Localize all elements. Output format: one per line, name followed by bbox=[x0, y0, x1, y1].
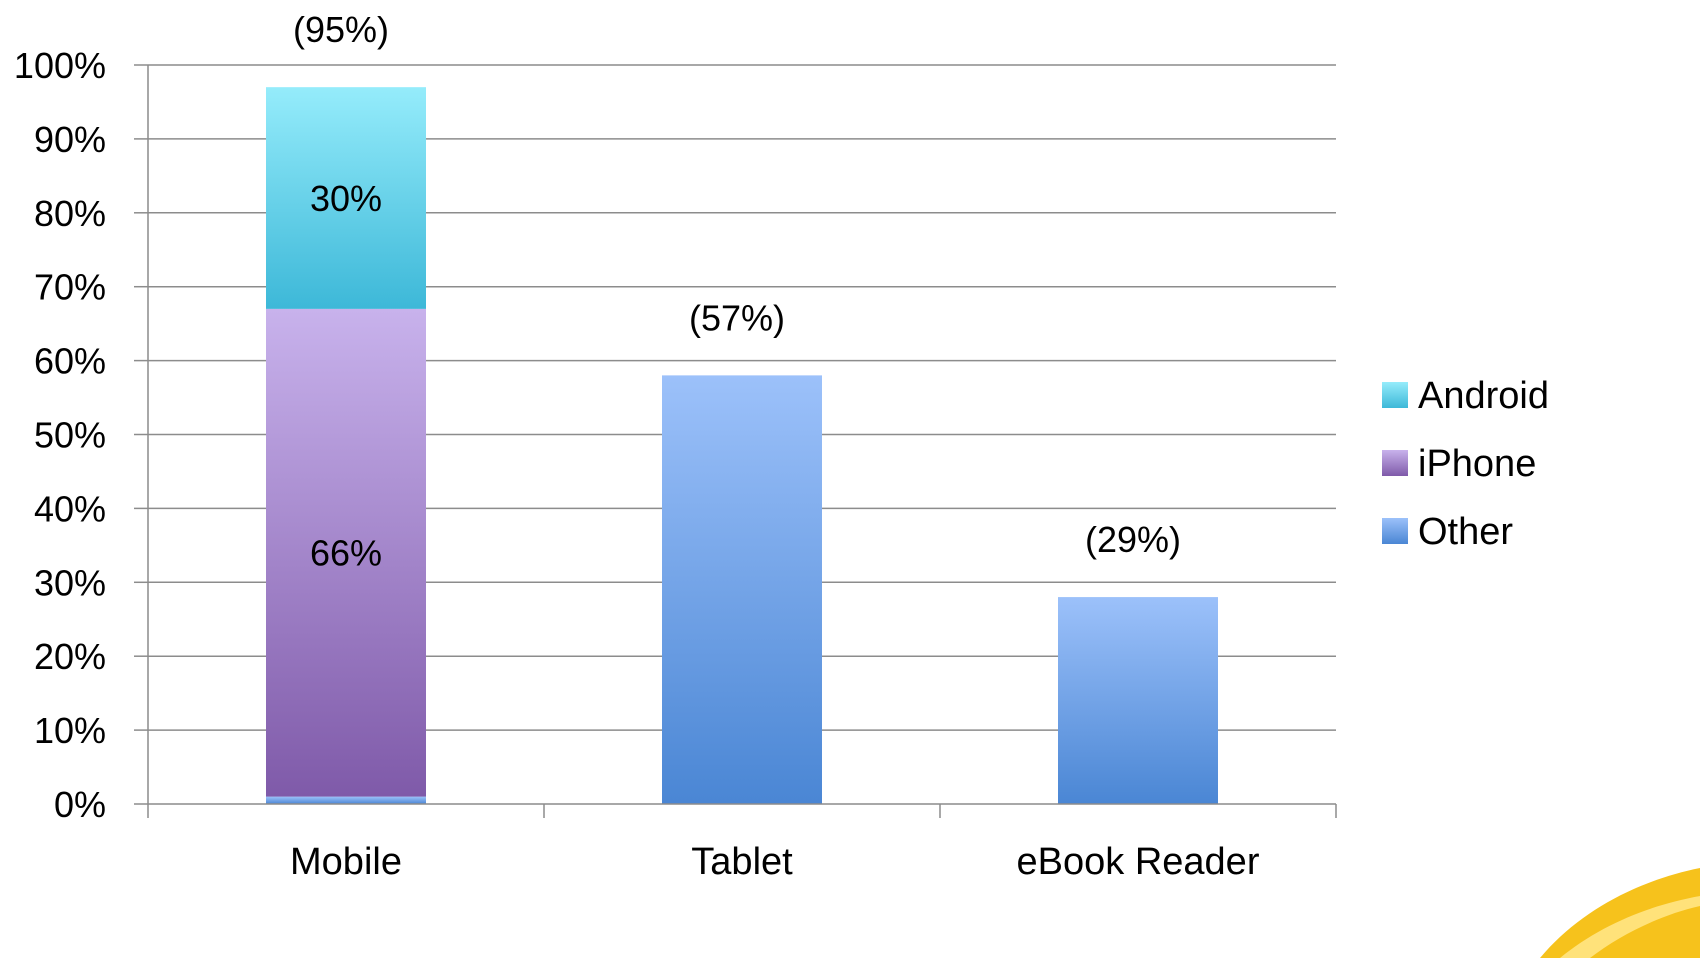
y-tick-label: 40% bbox=[34, 488, 106, 529]
total-data-label: (29%) bbox=[1085, 519, 1181, 560]
y-tick-label: 80% bbox=[34, 193, 106, 234]
y-tick-label: 0% bbox=[54, 784, 106, 825]
bar-mobile-iphone bbox=[266, 308, 426, 797]
segment-data-label: 66% bbox=[310, 533, 382, 574]
y-tick-label: 70% bbox=[34, 267, 106, 308]
y-tick-label: 30% bbox=[34, 562, 106, 603]
y-tick-label: 100% bbox=[14, 45, 106, 86]
legend-swatch bbox=[1382, 518, 1408, 544]
x-category-label: eBook Reader bbox=[1017, 841, 1260, 883]
bar-tablet-other bbox=[662, 375, 822, 804]
legend: Android iPhone Other bbox=[1382, 375, 1549, 553]
bar-mobile-android bbox=[266, 87, 426, 309]
bar-ebook-reader-other bbox=[1058, 597, 1218, 804]
y-tick-label: 90% bbox=[34, 119, 106, 160]
total-data-label: (57%) bbox=[689, 297, 785, 338]
y-tick-label: 10% bbox=[34, 710, 106, 751]
y-tick-label: 60% bbox=[34, 341, 106, 382]
axes bbox=[134, 64, 1337, 818]
bar-mobile-other bbox=[266, 796, 426, 804]
legend-label: Other bbox=[1418, 511, 1513, 553]
bars bbox=[266, 87, 1218, 804]
x-category-label: Mobile bbox=[290, 841, 402, 883]
labels: 0% 10% 20% 30% 40% 50% 60% 70% 80% 90% 100% 30% 66% (… bbox=[14, 9, 1260, 883]
y-tick-label: 50% bbox=[34, 415, 106, 456]
legend-label: Android bbox=[1418, 375, 1549, 417]
corner-decoration bbox=[1540, 868, 1700, 958]
y-tick-label: 20% bbox=[34, 636, 106, 677]
legend-label: iPhone bbox=[1418, 443, 1536, 485]
legend-swatch bbox=[1382, 382, 1408, 408]
segment-data-label: 30% bbox=[310, 178, 382, 219]
x-category-label: Tablet bbox=[691, 841, 793, 883]
total-data-label: (95%) bbox=[293, 9, 389, 50]
legend-swatch bbox=[1382, 450, 1408, 476]
